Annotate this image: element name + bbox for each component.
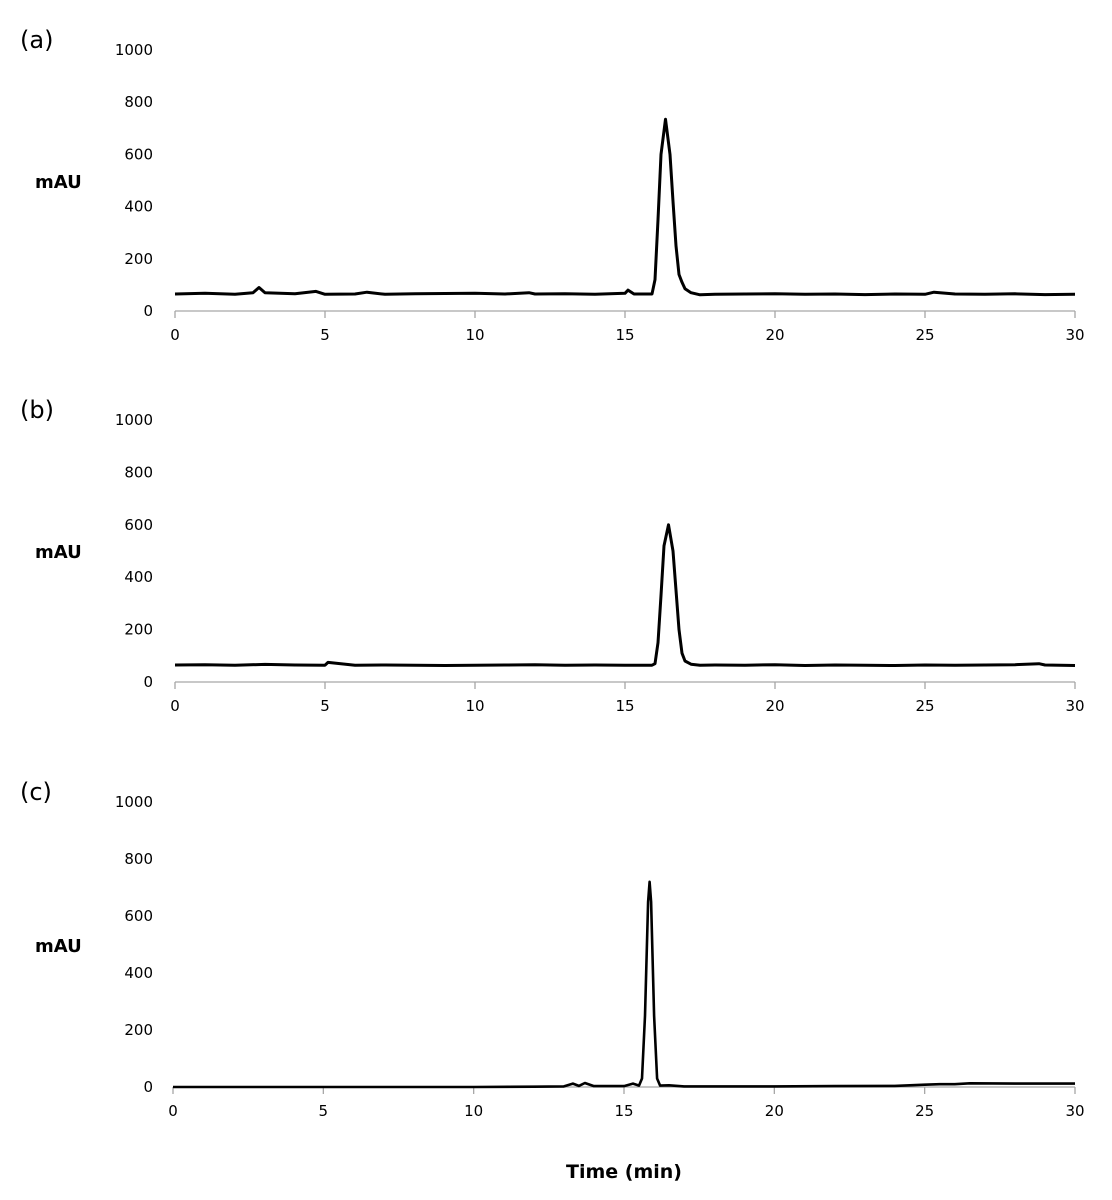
y-tick-label: 200: [124, 621, 153, 639]
y-tick-label: 800: [124, 850, 153, 868]
y-tick-label: 1000: [115, 793, 153, 811]
chart-panel-a: (a) mAU 0 200 400 600 800 1000 0 5 10 15 20 25 30: [20, 26, 1085, 344]
x-tick-label: 15: [615, 326, 634, 344]
x-tick-label: 5: [320, 326, 330, 344]
y-tick-label: 600: [124, 516, 153, 534]
y-tick-label: 800: [124, 463, 153, 481]
series-line: [173, 880, 1075, 1089]
x-tick-label: 30: [1065, 1102, 1084, 1120]
y-axis-label: mAU: [35, 172, 82, 193]
x-tick-label: 0: [170, 326, 180, 344]
y-tick-label: 600: [124, 907, 153, 925]
x-tick-label: 25: [915, 1102, 934, 1120]
panel-label: (b): [20, 396, 54, 424]
x-tick-label: 30: [1065, 697, 1084, 715]
y-tick-label: 200: [124, 1021, 153, 1039]
x-tick-label: 0: [170, 697, 180, 715]
x-tick-label: 5: [320, 697, 330, 715]
x-tick-label: 20: [765, 697, 784, 715]
panel-label: (c): [20, 778, 52, 806]
x-tick-label: 10: [464, 1102, 483, 1120]
y-tick-label: 0: [143, 302, 153, 320]
panel-label: (a): [20, 26, 53, 54]
x-tick-label: 10: [465, 326, 484, 344]
x-axis-label: Time (min): [566, 1161, 682, 1183]
x-tick-label: 15: [615, 697, 634, 715]
x-tick-label: 20: [765, 1102, 784, 1120]
y-tick-label: 400: [124, 568, 153, 586]
y-tick-label: 200: [124, 250, 153, 268]
chart-panel-c: (c) mAU 0 200 400 600 800 1000 0 5 10 15 20 25 30 Time …: [20, 778, 1085, 1183]
x-tick-label: 15: [614, 1102, 633, 1120]
y-tick-label: 400: [124, 198, 153, 216]
x-tick-label: 5: [319, 1102, 329, 1120]
chart-panel-b: (b) mAU 0 200 400 600 800 1000 0 5 10 15 20 25 30: [20, 396, 1085, 715]
y-tick-label: 400: [124, 964, 153, 982]
x-tick-label: 10: [465, 697, 484, 715]
y-tick-label: 0: [143, 1078, 153, 1096]
x-tick-label: 0: [168, 1102, 178, 1120]
y-tick-label: 800: [124, 93, 153, 111]
y-tick-label: 1000: [115, 411, 153, 429]
x-tick-label: 30: [1065, 326, 1084, 344]
x-tick-label: 25: [915, 697, 934, 715]
x-tick-label: 20: [765, 326, 784, 344]
series-line: [174, 523, 1076, 667]
y-tick-label: 600: [124, 145, 153, 163]
y-tick-label: 1000: [115, 41, 153, 59]
x-tick-label: 25: [915, 326, 934, 344]
y-axis-label: mAU: [35, 542, 82, 563]
series-line: [174, 117, 1076, 297]
y-tick-label: 0: [143, 673, 153, 691]
y-axis-label: mAU: [35, 936, 82, 957]
